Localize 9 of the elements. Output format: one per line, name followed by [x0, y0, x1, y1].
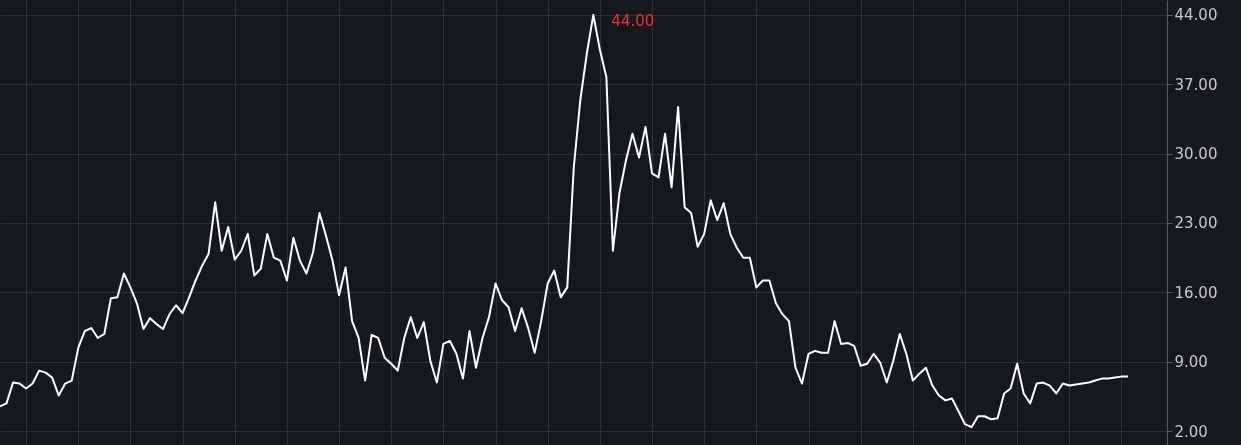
- y-tick-label: 9.00: [1174, 353, 1208, 372]
- line-series: [0, 13, 1129, 429]
- y-tick-label: 44.00: [1174, 6, 1218, 25]
- annotation: 44.00: [611, 11, 655, 30]
- y-tick-label: 37.00: [1174, 75, 1218, 94]
- y-tick-label: 23.00: [1174, 214, 1218, 233]
- y-tick-label: 16.00: [1174, 283, 1218, 302]
- y-tick-label: 30.00: [1174, 145, 1218, 164]
- y-tick-label: 2.00: [1174, 422, 1208, 441]
